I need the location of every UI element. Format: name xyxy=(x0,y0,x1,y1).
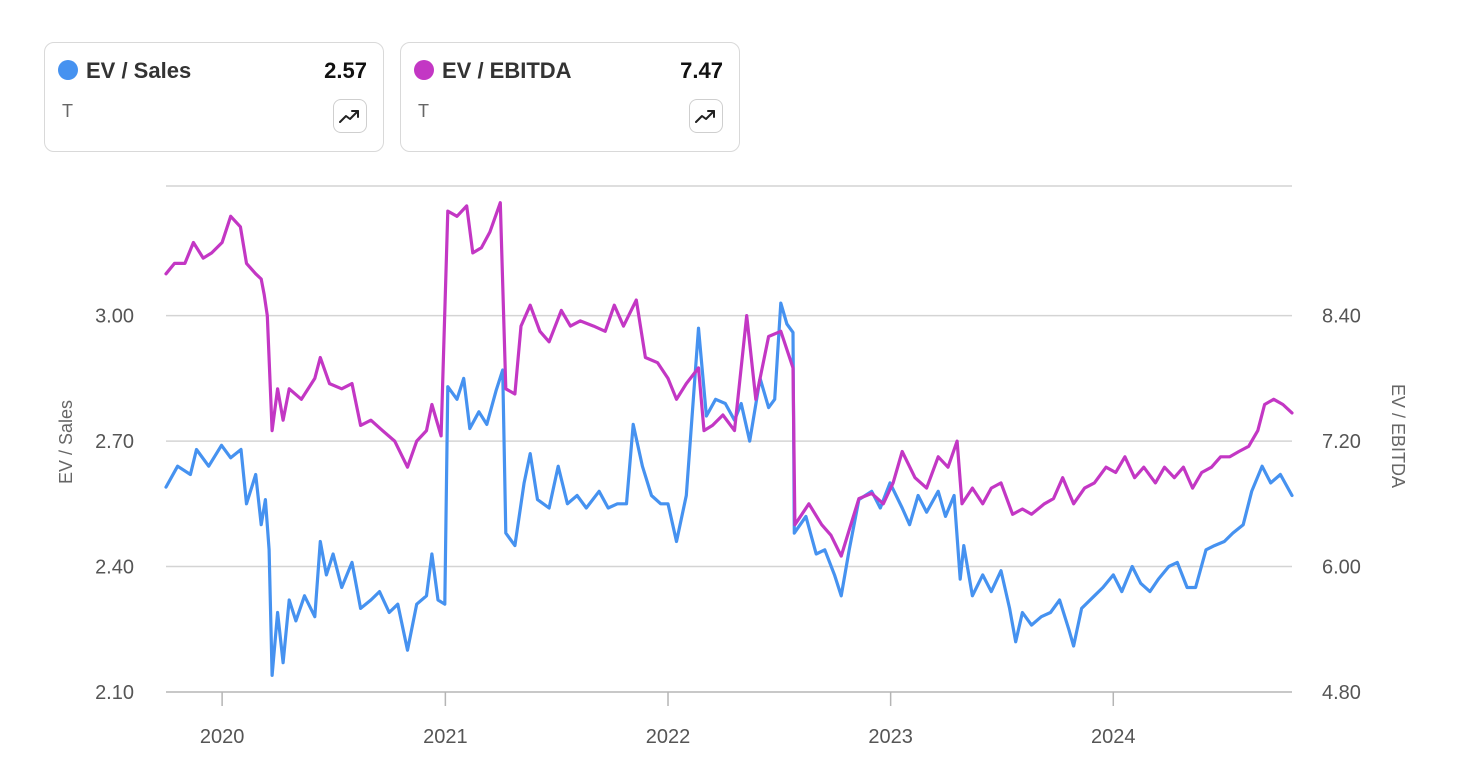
gridlines xyxy=(166,185,1292,693)
right-tick-label: 4.80 xyxy=(1322,682,1361,704)
left-tick-label: 2.70 xyxy=(95,431,134,453)
series-color-dot xyxy=(414,60,434,80)
legend-ticker: T xyxy=(62,101,73,121)
left-tick-label: 2.40 xyxy=(95,557,134,579)
left-axis-title: EV / Sales xyxy=(56,400,76,484)
legend-series-value: 7.47 xyxy=(680,58,723,83)
right-tick-label: 7.20 xyxy=(1322,431,1361,453)
legend-series-name: EV / EBITDA xyxy=(442,58,572,83)
legend-card-ev-ebitda[interactable]: EV / EBITDA 7.47 T xyxy=(400,42,740,152)
left-tick-label: 2.10 xyxy=(95,682,134,704)
series-color-dot xyxy=(58,60,78,80)
right-tick-label: 8.40 xyxy=(1322,306,1361,328)
x-tick-label: 2024 xyxy=(1091,726,1136,748)
x-tick-label: 2020 xyxy=(200,726,245,748)
right-axis-ticks: 8.40 7.20 6.00 4.80 xyxy=(1322,306,1361,704)
legend-card-ev-sales[interactable]: EV / Sales 2.57 T xyxy=(44,42,384,152)
left-tick-label: 3.00 xyxy=(95,306,134,328)
right-tick-label: 6.00 xyxy=(1322,557,1361,579)
x-tick-label: 2021 xyxy=(423,726,468,748)
series-line-ev-ebitda xyxy=(164,201,1294,558)
right-axis-title: EV / EBITDA xyxy=(1388,384,1408,488)
trend-button[interactable] xyxy=(333,99,367,133)
trending-up-icon xyxy=(695,110,715,123)
legend-series-name: EV / Sales xyxy=(86,58,192,83)
x-tick-label: 2022 xyxy=(646,726,691,748)
trending-up-icon xyxy=(339,110,359,123)
series-layer xyxy=(164,201,1294,677)
legend-ticker: T xyxy=(418,101,429,121)
series-line-ev-sales xyxy=(164,301,1294,677)
x-tick-label: 2023 xyxy=(868,726,913,748)
legend-series-value: 2.57 xyxy=(324,58,367,83)
trend-button[interactable] xyxy=(689,99,723,133)
left-axis-ticks: 3.00 2.70 2.40 2.10 xyxy=(95,306,134,704)
x-axis-ticks: 2020 2021 2022 2023 2024 xyxy=(200,692,1136,748)
